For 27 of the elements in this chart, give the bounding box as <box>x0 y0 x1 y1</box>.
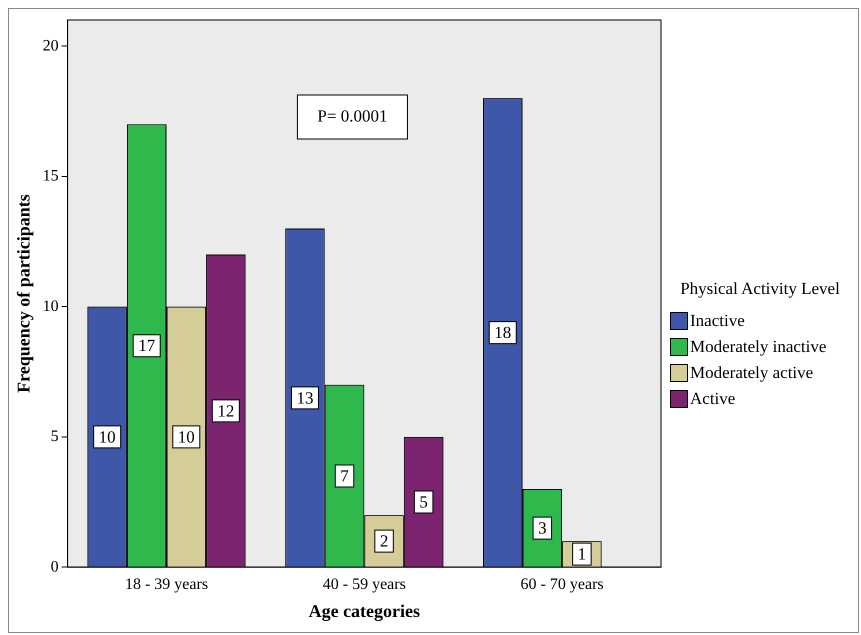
data-label: 13 <box>296 388 314 408</box>
annotation: P= 0.0001 <box>317 106 388 126</box>
data-label: 17 <box>138 336 156 356</box>
y-tick-label: 15 <box>42 168 59 185</box>
legend-label: Active <box>690 389 736 409</box>
legend-label: Moderately active <box>690 363 814 383</box>
data-label: 12 <box>217 401 234 420</box>
data-label: 2 <box>380 532 388 551</box>
x-axis-title: Age categories <box>308 600 420 621</box>
data-label: 10 <box>98 427 116 446</box>
y-tick-label: 20 <box>42 37 59 54</box>
legend-label: Moderately inactive <box>690 337 826 357</box>
data-label: 7 <box>340 466 350 486</box>
y-tick-label: 0 <box>50 558 59 576</box>
y-tick-label: 5 <box>50 428 59 446</box>
data-label: 18 <box>494 323 512 342</box>
y-tick-label: 10 <box>42 298 59 315</box>
data-label: 10 <box>178 427 195 446</box>
x-tick-label: 60 - 70 years <box>520 576 604 594</box>
legend-label: Inactive <box>690 311 745 331</box>
x-tick-label: 40 - 59 years <box>322 576 406 594</box>
legend-title: Physical Activity Level <box>679 278 841 300</box>
data-label: 3 <box>538 518 547 538</box>
data-label: 5 <box>419 492 428 512</box>
x-tick-label: 18 - 39 years <box>124 576 208 594</box>
data-label: 1 <box>578 544 586 564</box>
y-axis-title: Frequency of participants <box>13 194 34 393</box>
